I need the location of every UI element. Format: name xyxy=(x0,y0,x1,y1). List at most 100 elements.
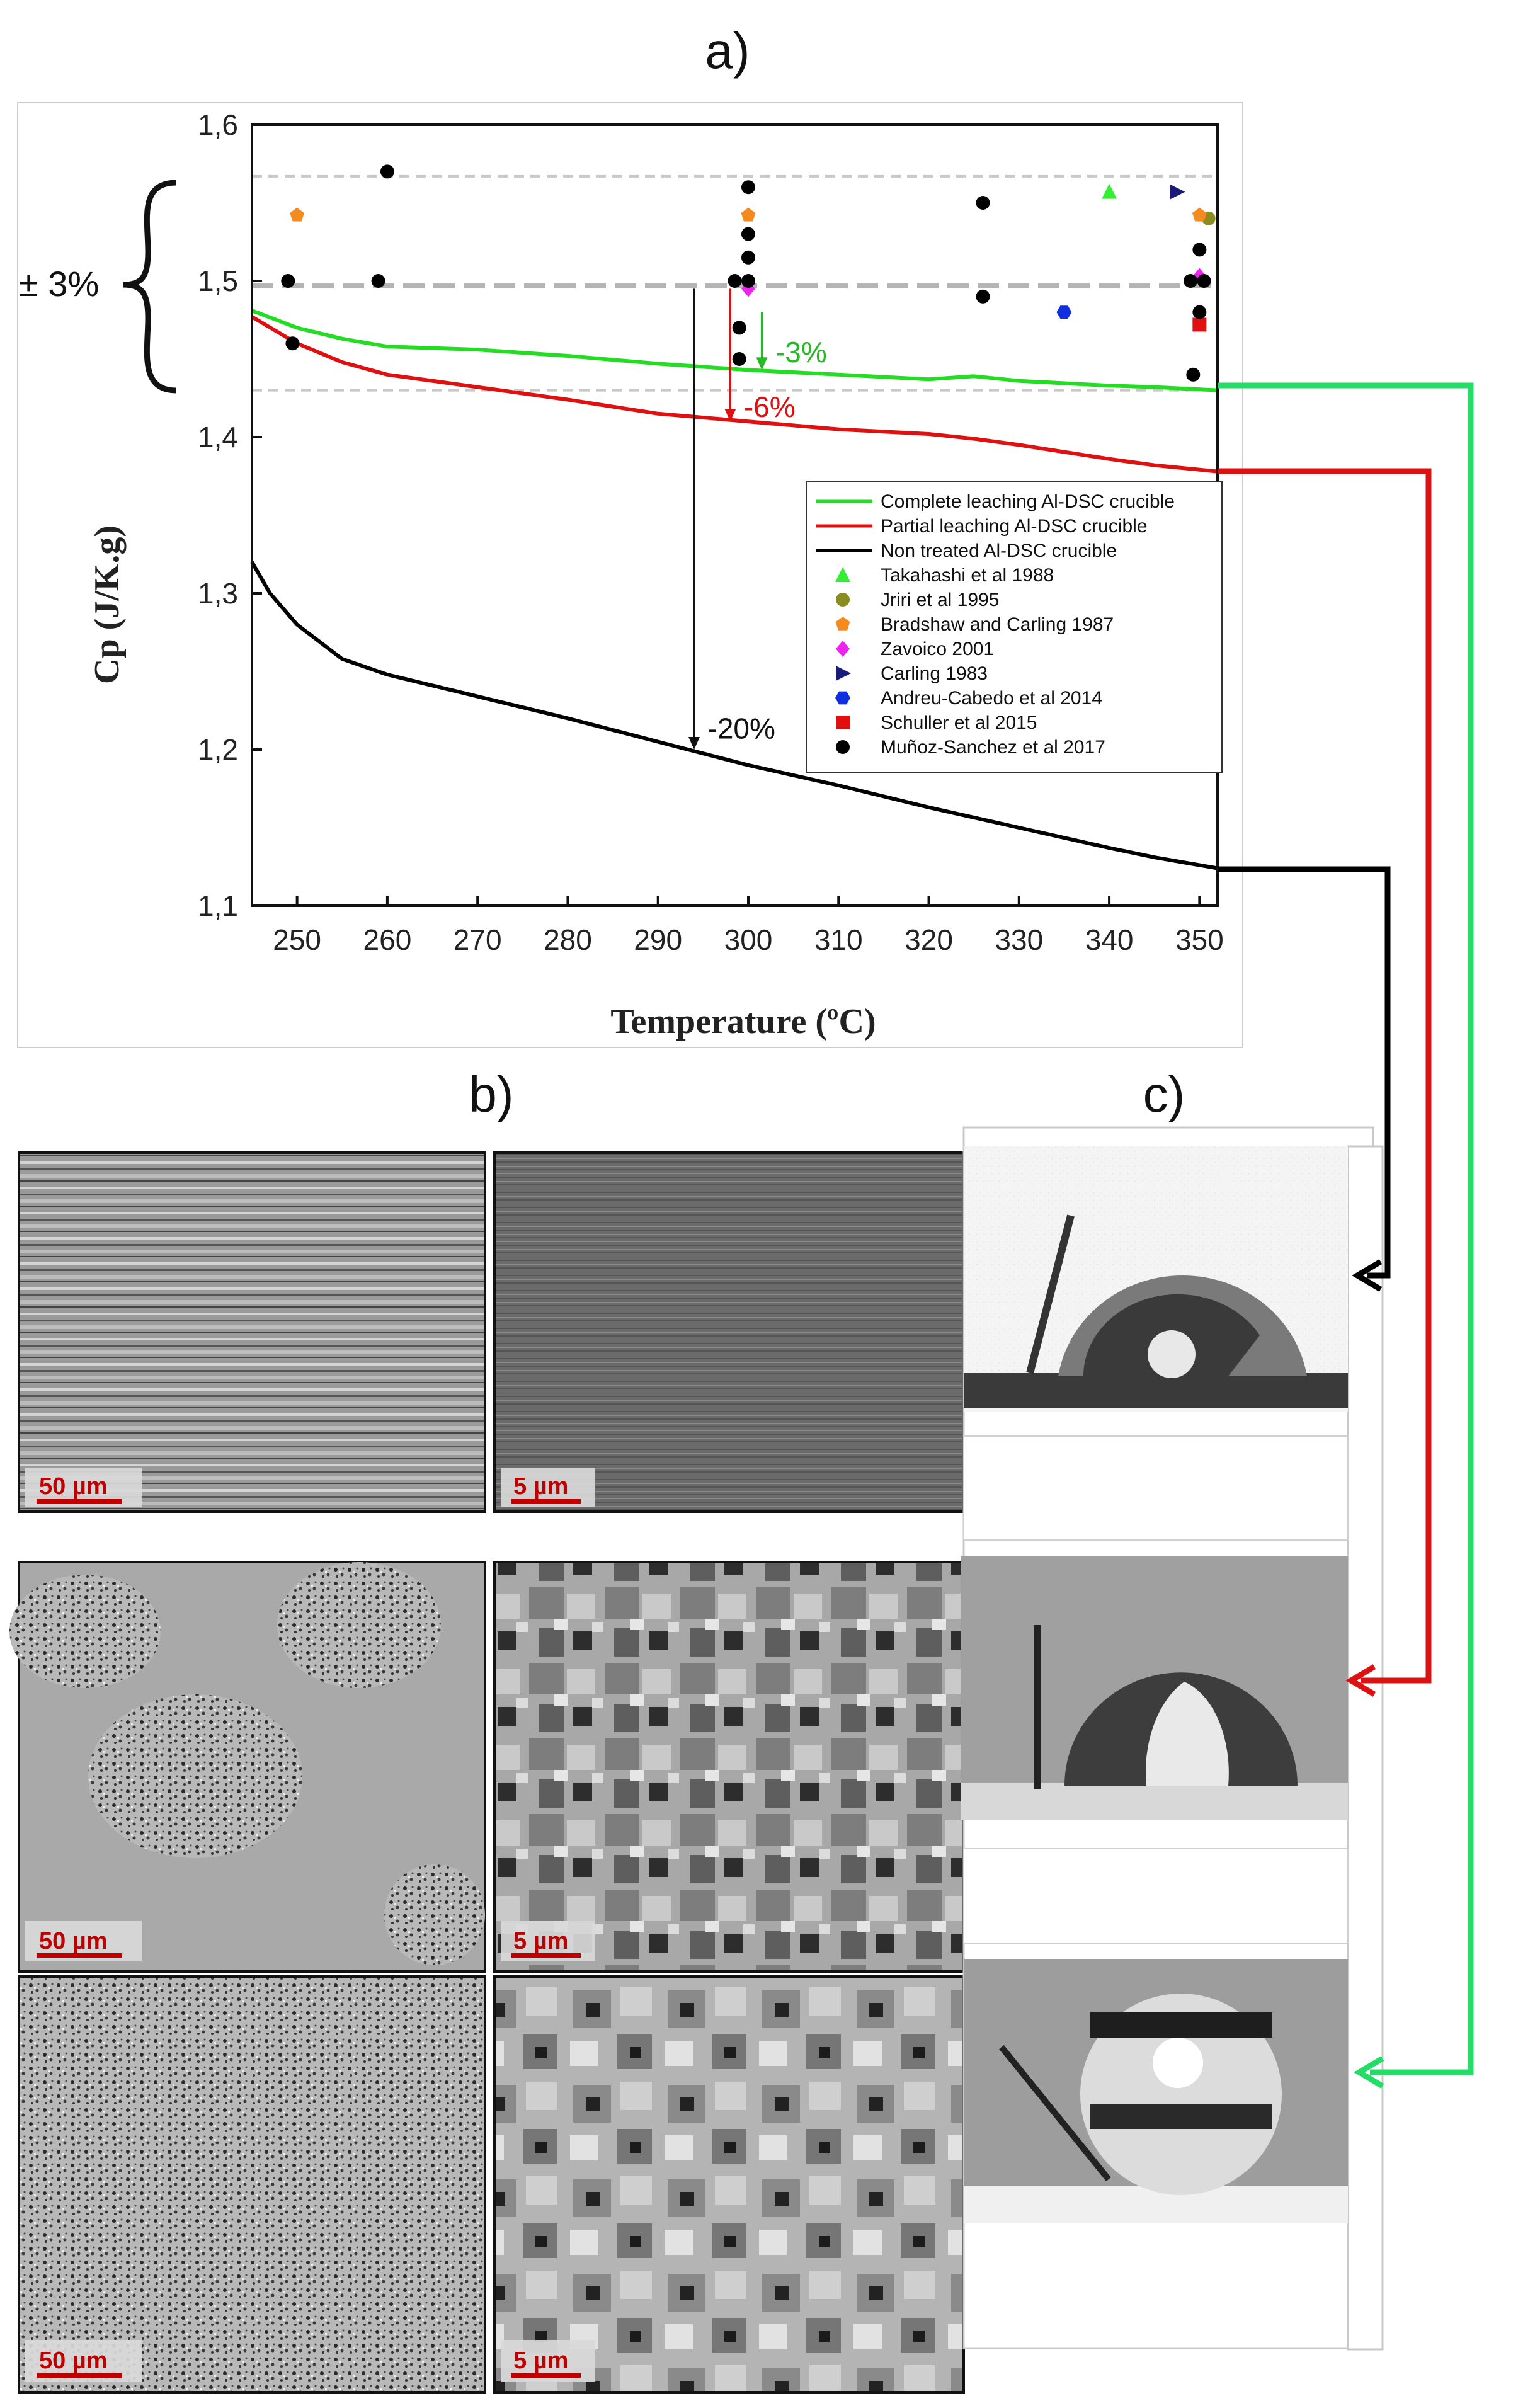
x-tick-label: 290 xyxy=(634,923,682,956)
legend-label: Takahashi et al 1988 xyxy=(881,565,1054,586)
drop-image-untreated xyxy=(964,1146,1348,1412)
scale-label: 5 µm xyxy=(513,2348,568,2374)
droplet-highlight xyxy=(1145,1682,1229,1786)
micrograph-complete-high xyxy=(493,1975,965,2394)
data-point-7 xyxy=(741,227,755,241)
data-point-7 xyxy=(1192,243,1207,257)
panel-a-title: a) xyxy=(705,23,750,79)
porous-region xyxy=(277,1562,441,1688)
annotation-minus-6: -6% xyxy=(744,391,796,423)
micrograph-complete-low xyxy=(18,1975,486,2394)
x-tick-label: 270 xyxy=(454,923,502,956)
scale-bar xyxy=(511,1499,581,1504)
scale-label: 50 µm xyxy=(39,1928,108,1954)
data-point-7 xyxy=(732,321,746,335)
scale-label: 50 µm xyxy=(39,1473,108,1500)
data-point-7 xyxy=(741,274,755,288)
drop-arrow-head xyxy=(756,357,768,370)
legend-label: Andreu-Cabedo et al 2014 xyxy=(881,688,1102,709)
y-tick-label: 1,2 xyxy=(198,733,238,766)
legend-label: Bradshaw and Carling 1987 xyxy=(881,614,1114,635)
red-arrowhead xyxy=(1345,1664,1376,1697)
connector-arrows xyxy=(1218,382,1474,2089)
legend-label: Muñoz-Sanchez et al 2017 xyxy=(881,737,1105,758)
legend-marker-1 xyxy=(836,593,850,607)
series-line-2 xyxy=(250,561,1218,870)
scale-bar xyxy=(511,1953,581,1958)
drop-image-partial xyxy=(961,1556,1348,1820)
x-tick-label: 310 xyxy=(814,923,863,956)
data-point-7 xyxy=(1192,305,1207,319)
drop-arrow-head xyxy=(724,409,736,422)
scale-bar xyxy=(37,1499,122,1504)
scale-bars: 50 µm 5 µm 50 µm 5 µm 50 µm 5 µm xyxy=(25,1468,595,2382)
data-point-7 xyxy=(976,196,990,210)
legend-label: Partial leaching Al-DSC crucible xyxy=(881,516,1148,537)
needle xyxy=(1026,1214,1075,1374)
scale-bar xyxy=(37,1953,122,1958)
scale-label: 5 µm xyxy=(513,1928,568,1954)
substrate xyxy=(964,1373,1348,1411)
legend-marker-6 xyxy=(836,716,850,729)
drop-arrows xyxy=(688,288,768,750)
reference-lines xyxy=(252,174,1218,392)
legend-box xyxy=(806,481,1223,773)
series-line-0 xyxy=(251,309,1218,392)
legend-marker-2 xyxy=(835,617,850,631)
legend-marker-5 xyxy=(835,691,850,705)
spacer xyxy=(963,1435,1349,1541)
series-lines xyxy=(250,309,1218,870)
data-point-7 xyxy=(732,352,746,366)
band-label: ± 3% xyxy=(19,264,99,304)
micrograph-grid xyxy=(9,1151,965,2394)
y-tick-label: 1,5 xyxy=(198,265,238,297)
micrograph-partial-high xyxy=(493,1561,965,1973)
substrate xyxy=(964,2186,1348,2223)
scale-bar xyxy=(511,2373,581,2378)
legend-label: Carling 1983 xyxy=(881,663,988,684)
data-point-2 xyxy=(1192,207,1207,222)
porous-region xyxy=(9,1575,161,1688)
scale-label: 50 µm xyxy=(39,2348,108,2374)
legend-label: Complete leaching Al-DSC crucible xyxy=(881,491,1175,512)
droplet-highlight xyxy=(1148,1330,1196,1378)
green-connector xyxy=(1218,382,1474,2075)
red-connector xyxy=(1218,468,1432,1684)
data-point-7 xyxy=(371,274,385,288)
legend-marker-0 xyxy=(835,567,850,582)
x-tick-label: 320 xyxy=(905,923,953,956)
y-tick-label: 1,3 xyxy=(198,577,238,610)
data-point-7 xyxy=(741,250,755,265)
droplet-band xyxy=(1090,2104,1272,2129)
data-point-7 xyxy=(1197,274,1211,288)
porous-region xyxy=(88,1694,302,1858)
micrograph-untreated-low xyxy=(18,1151,486,1513)
spacer xyxy=(963,1848,1349,1944)
legend-marker-4 xyxy=(836,666,851,681)
x-tick-label: 300 xyxy=(724,923,773,956)
data-point-7 xyxy=(741,180,755,195)
literature-points xyxy=(281,164,1216,382)
annotation-minus-20: -20% xyxy=(708,712,775,745)
x-axis-label: Temperature (ºC) xyxy=(610,1002,876,1041)
droplet xyxy=(1080,1994,1282,2195)
micrograph-untreated-high xyxy=(493,1151,965,1513)
x-tick-label: 340 xyxy=(1085,923,1134,956)
legend-marker-3 xyxy=(836,641,850,657)
panel-b-title: b) xyxy=(469,1066,513,1122)
droplet-band xyxy=(1090,2012,1272,2038)
drop-arrow-head xyxy=(688,737,700,750)
y-axis-label: Cp (J/K.g) xyxy=(88,525,127,684)
substrate xyxy=(961,1783,1348,1820)
legend-label: Zavoico 2001 xyxy=(881,639,994,659)
legend-marker-7 xyxy=(836,740,850,754)
x-tick-label: 330 xyxy=(995,923,1043,956)
data-point-7 xyxy=(976,289,990,304)
legend: Complete leaching Al-DSC crucible Partial… xyxy=(806,481,1223,773)
droplet-highlight xyxy=(1153,2038,1203,2088)
y-tick-label: 1,4 xyxy=(198,421,238,454)
data-point-7 xyxy=(1184,274,1198,288)
data-point-4 xyxy=(1170,184,1185,200)
drop-image-complete xyxy=(964,1959,1348,2223)
